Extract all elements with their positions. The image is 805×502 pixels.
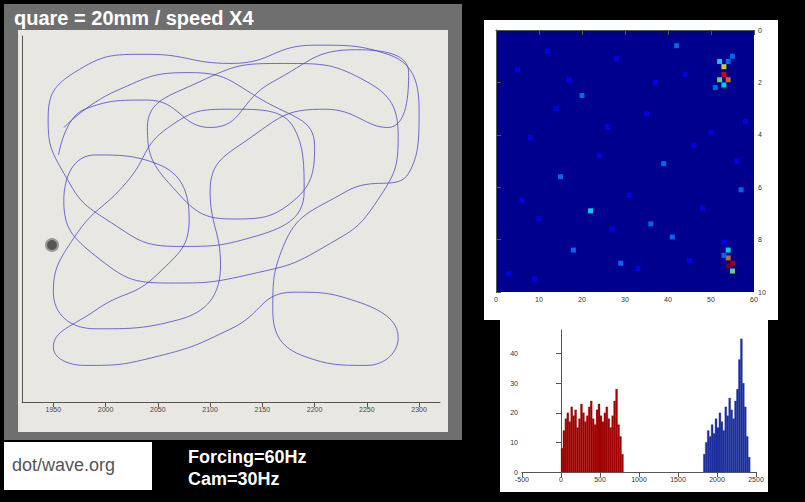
svg-text:2000: 2000 bbox=[98, 406, 114, 413]
svg-text:0: 0 bbox=[514, 469, 518, 476]
svg-text:2300: 2300 bbox=[411, 406, 427, 413]
svg-text:2500: 2500 bbox=[748, 476, 764, 483]
svg-text:2000: 2000 bbox=[709, 476, 725, 483]
svg-text:2100: 2100 bbox=[202, 406, 218, 413]
svg-text:10: 10 bbox=[758, 289, 766, 296]
svg-text:20: 20 bbox=[510, 409, 518, 416]
svg-text:Forcing=60Hz: Forcing=60Hz bbox=[188, 447, 307, 467]
svg-text:6: 6 bbox=[758, 184, 762, 191]
svg-text:10: 10 bbox=[510, 439, 518, 446]
svg-text:40: 40 bbox=[510, 350, 518, 357]
svg-text:0: 0 bbox=[494, 296, 498, 303]
svg-text:8: 8 bbox=[758, 236, 762, 243]
svg-text:2050: 2050 bbox=[150, 406, 166, 413]
svg-text:2150: 2150 bbox=[255, 406, 271, 413]
svg-text:40: 40 bbox=[664, 296, 672, 303]
svg-text:Cam=30Hz: Cam=30Hz bbox=[188, 469, 280, 489]
svg-text:30: 30 bbox=[621, 296, 629, 303]
svg-text:4: 4 bbox=[758, 131, 762, 138]
svg-text:1500: 1500 bbox=[670, 476, 686, 483]
svg-text:500: 500 bbox=[594, 476, 606, 483]
svg-text:60: 60 bbox=[750, 296, 758, 303]
svg-text:dot/wave.org: dot/wave.org bbox=[12, 455, 115, 475]
svg-text:2: 2 bbox=[758, 79, 762, 86]
svg-text:0: 0 bbox=[758, 27, 762, 34]
svg-text:10: 10 bbox=[535, 296, 543, 303]
svg-text:2250: 2250 bbox=[359, 406, 375, 413]
svg-text:quare = 20mm / speed X4: quare = 20mm / speed X4 bbox=[14, 7, 254, 29]
svg-text:0: 0 bbox=[559, 476, 563, 483]
svg-text:20: 20 bbox=[578, 296, 586, 303]
svg-text:50: 50 bbox=[707, 296, 715, 303]
svg-text:30: 30 bbox=[510, 380, 518, 387]
svg-text:1000: 1000 bbox=[631, 476, 647, 483]
svg-text:-500: -500 bbox=[515, 476, 529, 483]
svg-text:2200: 2200 bbox=[307, 406, 323, 413]
svg-text:1950: 1950 bbox=[46, 406, 62, 413]
